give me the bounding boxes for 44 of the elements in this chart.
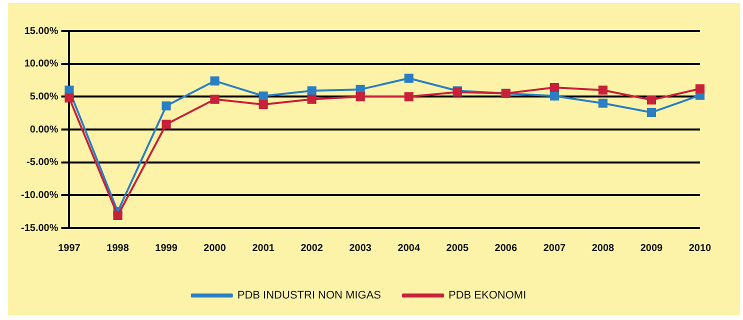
point — [307, 94, 316, 104]
x-tick-label: 2004 — [398, 242, 420, 254]
point — [356, 92, 365, 102]
y-tick-label: -15.00% — [20, 222, 58, 234]
y-tick-label: 15.00% — [24, 26, 58, 37]
point — [404, 74, 414, 83]
y-tick-label: -5.00% — [26, 157, 58, 168]
point — [598, 98, 608, 108]
point — [404, 92, 414, 102]
point — [550, 82, 559, 92]
y-tick-label: -10.00% — [20, 190, 58, 201]
point — [646, 95, 656, 104]
x-tick-label: 1998 — [106, 242, 130, 254]
point — [307, 86, 316, 96]
x-tick-label: 2002 — [300, 242, 324, 254]
point — [258, 91, 268, 101]
x-tick-label: 2005 — [446, 242, 469, 254]
point — [162, 101, 171, 110]
point — [550, 91, 559, 101]
point — [113, 210, 122, 220]
x-tick-label: 2006 — [494, 242, 518, 254]
x-tick-label: 1999 — [155, 242, 178, 254]
point — [695, 84, 705, 94]
point — [598, 86, 608, 95]
point — [162, 120, 171, 129]
x-tick-label: 2000 — [204, 242, 226, 254]
y-tick-label: 5.00% — [30, 91, 58, 102]
x-tick-label: 2009 — [640, 242, 664, 254]
legend-label: PDB INDUSTRI NON MIGAS — [237, 290, 381, 302]
point — [210, 76, 220, 86]
x-tick-label: 2008 — [592, 242, 615, 254]
point — [646, 108, 656, 117]
y-tick-label: 0.00% — [30, 124, 58, 136]
point — [64, 86, 74, 95]
x-tick-label: 2007 — [543, 242, 566, 254]
point — [64, 93, 74, 103]
x-tick-label: 2010 — [688, 242, 712, 254]
y-tick-label: 10.00% — [24, 58, 58, 70]
point — [258, 100, 268, 110]
point — [210, 94, 220, 104]
x-tick-label: 1997 — [58, 242, 81, 254]
x-tick-label: 2003 — [349, 242, 372, 254]
legend-label: PDB EKONOMI — [448, 290, 526, 302]
x-tick-label: 2001 — [252, 242, 275, 254]
